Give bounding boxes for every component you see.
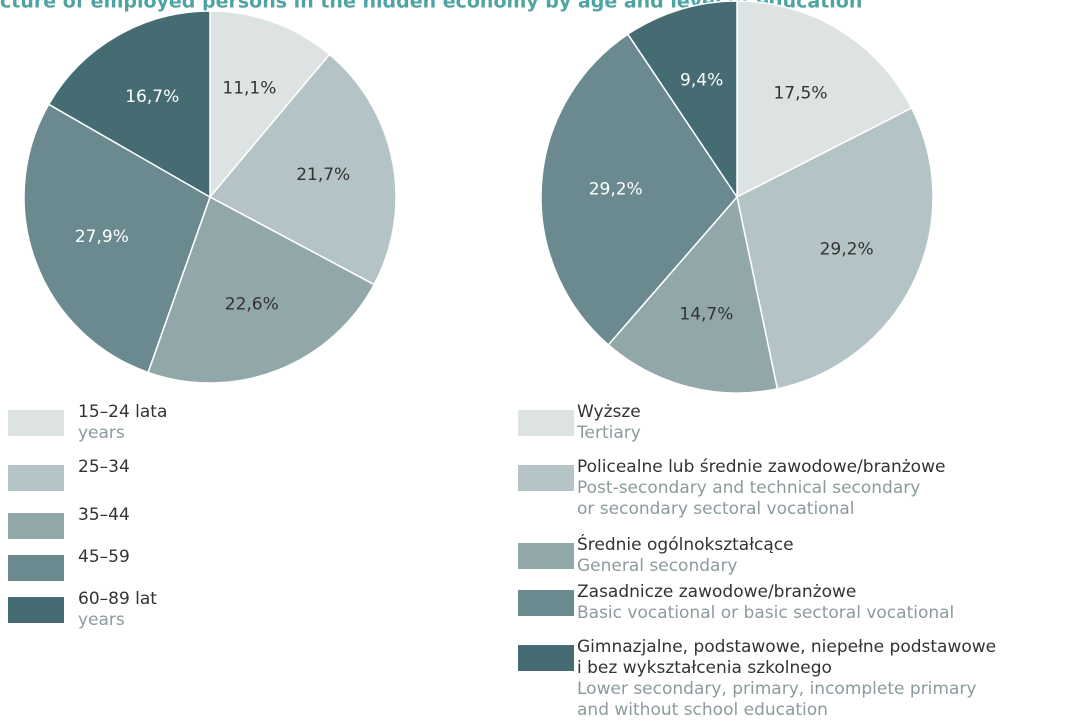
data-label: 9,4%	[680, 71, 723, 91]
data-label: 22,6%	[225, 294, 279, 314]
legend-label: Zasadnicze zawodowe/branżowe	[577, 582, 856, 602]
legend-swatch	[8, 555, 64, 581]
legend-label: Średnie ogólnokształcące	[577, 533, 794, 555]
legend-swatch	[8, 410, 64, 436]
legend-sublabel: and without school education	[577, 700, 828, 720]
legend-sublabel: Post-secondary and technical secondary	[577, 478, 920, 498]
pie-slice	[147, 195, 376, 384]
chart-title: cture of employed persons in the hidden …	[0, 0, 862, 13]
legend-sublabel: Basic vocational or basic sectoral vocat…	[577, 603, 954, 623]
legend-label: Gimnazjalne, podstawowe, niepełne podsta…	[577, 637, 996, 657]
legend-swatch	[518, 465, 574, 491]
data-label: 29,2%	[820, 239, 874, 259]
data-label: 27,9%	[75, 227, 129, 247]
data-label: 16,7%	[125, 87, 179, 107]
legend-sublabel: General secondary	[577, 556, 738, 576]
legend-label: 45–59	[78, 547, 130, 567]
legend-sublabel: Lower secondary, primary, incomplete pri…	[577, 679, 976, 699]
pie-slice	[607, 195, 779, 394]
legend-swatch	[8, 513, 64, 539]
legend-swatch	[518, 590, 574, 616]
pie-slice	[540, 33, 738, 346]
legend-swatch	[518, 543, 574, 569]
pie-slice	[736, 0, 913, 199]
legend-swatch	[8, 465, 64, 491]
pie-slice	[47, 10, 211, 199]
legend-label: Wyższe	[577, 402, 641, 422]
legend-sublabel: years	[78, 610, 125, 630]
pie-slice	[626, 0, 738, 200]
legend-sublabel: years	[78, 423, 125, 443]
data-label: 29,2%	[589, 179, 643, 199]
legend-label: 35–44	[78, 505, 130, 525]
pie-slice	[23, 103, 211, 374]
legend-label: 15–24 lata	[78, 402, 167, 422]
legend-label: Policealne lub średnie zawodowe/branżowe	[577, 457, 945, 477]
data-label: 14,7%	[679, 305, 733, 325]
pie-slice	[736, 107, 934, 390]
legend-sublabel: or secondary sectoral vocational	[577, 499, 855, 519]
legend-swatch	[8, 597, 64, 623]
data-label: 11,1%	[222, 79, 276, 99]
data-label: 21,7%	[296, 165, 350, 185]
legend-label: i bez wykształcenia szkolnego	[577, 658, 832, 678]
legend-swatch	[518, 645, 574, 671]
legend-label: 60–89 lat	[78, 589, 157, 609]
legend-swatch	[518, 410, 574, 436]
legend-label: 25–34	[78, 457, 130, 477]
legend-sublabel: Tertiary	[576, 423, 641, 443]
pie-slice	[209, 10, 331, 200]
pie-slice	[208, 53, 397, 286]
data-label: 17,5%	[773, 83, 827, 103]
